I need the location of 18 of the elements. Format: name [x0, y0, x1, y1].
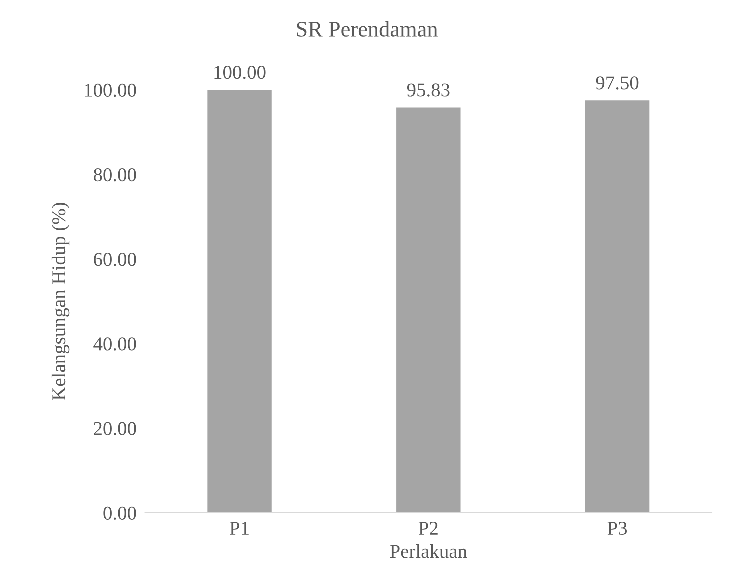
- data-label: 100.00: [214, 66, 266, 80]
- x-tick-label: P3: [608, 522, 628, 536]
- y-tick-label: 20.00: [94, 422, 136, 436]
- data-label: 97.50: [596, 76, 639, 90]
- x-axis-title: Perlakuan: [390, 544, 468, 558]
- y-tick-label: 80.00: [94, 168, 136, 182]
- bar: [396, 108, 461, 513]
- y-tick-label: 40.00: [94, 338, 136, 351]
- bar: [208, 90, 272, 513]
- y-axis-title: Kelangsungan Hidup (%): [52, 203, 70, 400]
- y-tick-label: 60.00: [94, 253, 136, 266]
- bar: [585, 100, 650, 513]
- y-tick-label: 100.00: [85, 84, 136, 98]
- chart-title: SR Perendaman: [297, 21, 438, 37]
- y-tick-label: 0.00: [104, 506, 136, 520]
- data-label: 95.83: [407, 84, 450, 97]
- x-tick-label: P2: [418, 522, 438, 535]
- x-tick-label: P1: [230, 522, 249, 535]
